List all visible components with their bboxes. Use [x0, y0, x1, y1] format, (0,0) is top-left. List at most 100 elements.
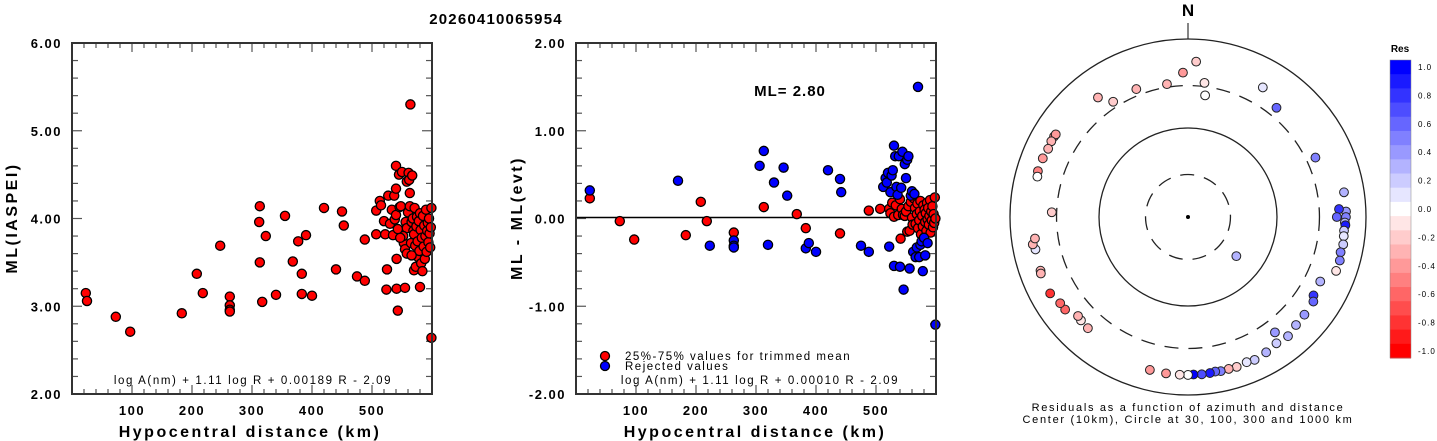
rejected-point	[904, 263, 915, 274]
data-point	[330, 264, 342, 275]
trimmed-point	[614, 215, 626, 227]
data-point	[214, 240, 226, 251]
polar-point	[1315, 276, 1326, 287]
data-point	[110, 311, 122, 323]
data-point	[292, 236, 304, 247]
colorbar-cell	[1390, 230, 1411, 245]
colorbar-tick-label: 0.4	[1418, 148, 1432, 157]
colorbar-cell	[1390, 116, 1411, 132]
rejected-point	[778, 162, 789, 173]
trimmed-point	[929, 192, 941, 203]
colorbar-tick-label: 0.8	[1418, 91, 1432, 100]
rejected-point	[834, 173, 846, 185]
data-point	[336, 206, 348, 217]
residual-distance-ticks: 100 200 300 400 500 -2.00 -1.00 0.00 1.00 2.00	[529, 36, 936, 418]
legend-label-rejected: Rejected values	[625, 361, 729, 373]
rejected-point	[584, 185, 596, 196]
rejected-point	[781, 190, 793, 201]
distance-ring-dashed	[1055, 84, 1321, 350]
data-point	[399, 282, 411, 294]
y-tick-label: 2.00	[535, 36, 566, 51]
polar-point	[1045, 288, 1056, 299]
data-point	[405, 99, 416, 110]
polar-point	[1200, 90, 1210, 101]
event-magnitude-label: ML= 2.80	[754, 83, 826, 100]
x-tick-label: 400	[803, 403, 829, 418]
colorbar-tick-label: -0.8	[1418, 319, 1436, 328]
colorbar-cell	[1390, 60, 1411, 75]
residual-distance-frame	[575, 42, 937, 395]
residual-colorbar: Res 1.0 0.8 0.6 0.4 0.2 0.0 -0.2 -0.4 -0.6 -0.8 -1…	[1389, 44, 1436, 359]
data-point	[338, 220, 350, 231]
colorbar-cell	[1390, 315, 1411, 331]
polar-point	[1035, 268, 1046, 279]
polar-caption-line-2: Center (10km), Circle at 30, 100, 300 an…	[1023, 414, 1354, 426]
polar-point	[1060, 304, 1071, 315]
polar-caption-line-1: Residuals as a function of azimuth and d…	[1032, 402, 1345, 414]
rejected-point	[883, 241, 895, 252]
data-point	[414, 281, 426, 293]
y-tick-label: 0.00	[535, 212, 566, 227]
rejected-point	[887, 164, 899, 176]
ml-distance-points	[80, 99, 437, 344]
polar-point	[1055, 298, 1066, 309]
rejected-point	[835, 186, 847, 198]
polar-point	[1196, 369, 1207, 380]
rejected-point	[922, 237, 933, 249]
data-point	[406, 170, 418, 181]
ml-distance-formula: log A(nm) + 1.11 log R + 0.00189 R - 2.0…	[114, 375, 392, 387]
rejected-point	[888, 140, 900, 151]
trimmed-point	[701, 215, 713, 227]
colorbar-tick-label: -1.0	[1418, 347, 1436, 356]
data-point	[404, 187, 416, 199]
epicenter-dot	[1186, 215, 1190, 219]
residual-distance-formula: log A(nm) + 1.11 log R + 0.00010 R - 2.0…	[621, 375, 899, 387]
trimmed-point	[874, 203, 886, 215]
data-point	[359, 275, 371, 287]
rejected-point	[704, 240, 716, 251]
x-tick-label: 500	[359, 403, 385, 418]
colorbar-tick-label: 0.2	[1418, 177, 1432, 186]
data-point	[260, 230, 272, 242]
polar-point	[1073, 311, 1083, 321]
polar-point	[1050, 129, 1061, 140]
colorbar-cell	[1390, 102, 1411, 118]
polar-point	[1093, 92, 1103, 103]
polar-point	[1249, 354, 1260, 365]
y-tick-label: 1.00	[535, 124, 566, 139]
y-tick-label: 3.00	[31, 299, 62, 314]
polar-point	[1205, 368, 1215, 378]
colorbar-tick-label: -0.2	[1418, 233, 1436, 242]
residual-distance-xlabel: Hypocentral distance (km)	[624, 424, 887, 441]
data-point	[279, 210, 291, 222]
colorbar-cell	[1390, 258, 1411, 274]
trimmed-point	[791, 208, 803, 220]
polar-point	[1231, 361, 1242, 372]
rejected-point	[754, 160, 765, 172]
y-tick-label: 5.00	[31, 124, 62, 139]
polar-point	[1308, 296, 1319, 307]
x-tick-label: 200	[179, 403, 205, 418]
rejected-point	[909, 188, 920, 200]
polar-point	[1291, 320, 1301, 330]
trimmed-point	[863, 205, 875, 216]
data-point	[224, 306, 236, 317]
distance-ring-solid	[1098, 127, 1278, 307]
polar-point	[1161, 368, 1171, 379]
polar-point	[1261, 347, 1272, 358]
trimmed-point	[628, 234, 640, 245]
data-point	[381, 284, 392, 295]
colorbar-cell	[1390, 173, 1411, 189]
data-point	[300, 229, 312, 241]
data-point	[391, 253, 402, 265]
residual-distance-plot: 100 200 300 400 500 -2.00 -1.00 0.00 1.00 2.00 ML…	[509, 36, 941, 441]
colorbar-labels: 1.0 0.8 0.6 0.4 0.2 0.0 -0.2 -0.4 -0.6 -0.8 -1.0	[1418, 63, 1436, 356]
north-label: N	[1182, 1, 1194, 20]
rejected-point	[822, 164, 834, 176]
polar-point	[1334, 204, 1344, 214]
polar-point	[1144, 365, 1155, 375]
colorbar-cell	[1390, 272, 1411, 288]
data-point	[270, 289, 282, 301]
data-point	[224, 291, 236, 302]
